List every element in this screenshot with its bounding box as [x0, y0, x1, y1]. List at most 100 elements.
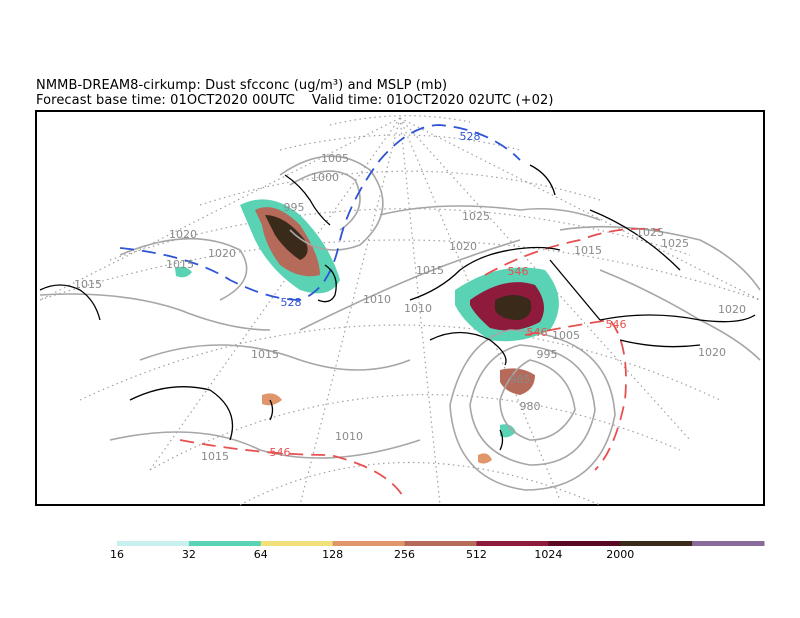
z500-label: 528 — [460, 130, 481, 143]
colorbar-tick-label: 512 — [465, 548, 487, 561]
coastline — [599, 314, 756, 323]
coastlines — [39, 164, 756, 451]
isobar-label: 1010 — [363, 293, 391, 306]
isobar-line — [39, 293, 271, 331]
dust-plume — [495, 295, 532, 320]
isobar-line — [379, 205, 601, 221]
z500-label: 546 — [508, 265, 529, 278]
z500-546-contour — [524, 319, 627, 471]
dust-plume — [265, 215, 308, 260]
isobar-line — [109, 431, 421, 459]
graticule-parallel — [39, 239, 761, 301]
isobar-label: 1005 — [321, 152, 349, 165]
isobar-line — [469, 344, 596, 466]
z500-528-contour — [119, 124, 521, 301]
isobar-label: 980 — [520, 400, 541, 413]
isobar-label: 1020 — [208, 247, 236, 260]
isobar-label: 1020 — [169, 228, 197, 241]
isobar-label: 1015 — [574, 244, 602, 257]
height-contours — [119, 124, 661, 501]
isobar-label: 1020 — [718, 303, 746, 316]
dust-plume — [262, 393, 282, 406]
isobar-line — [289, 170, 361, 231]
colorbar-segment — [620, 541, 693, 546]
isobar-label: 1025 — [661, 237, 689, 250]
z500-546-contour — [484, 227, 661, 276]
graticule-meridian — [399, 117, 691, 441]
map-title-line2: Forecast base time: 01OCT2020 00UTC Vali… — [36, 93, 554, 108]
coastline — [529, 164, 556, 196]
isobar-label: 1015 — [201, 450, 229, 463]
colorbar-segment — [188, 541, 262, 546]
isobar-label: 995 — [284, 201, 305, 214]
dust-plume — [478, 453, 492, 464]
graticule-meridian — [399, 117, 561, 501]
isobar-line — [299, 239, 521, 331]
height-labels: 528 528 546 546 546 546 — [270, 130, 627, 459]
map-frame — [35, 110, 765, 506]
isobar-label: 985 — [510, 373, 531, 386]
colorbar-tick-label: 64 — [253, 548, 268, 561]
graticule-parallel — [279, 134, 521, 151]
isobar-label: 1000 — [311, 171, 339, 184]
coastline — [317, 264, 337, 303]
coastline — [429, 331, 507, 366]
isobar-line — [279, 155, 384, 251]
isobar-label: 1025 — [636, 226, 664, 239]
coastline — [499, 429, 504, 451]
z500-label: 546 — [527, 326, 548, 339]
isobar-label: 1010 — [404, 302, 432, 315]
colorbar-tick-label: 32 — [181, 548, 196, 561]
colorbar — [117, 541, 765, 546]
dust-plume — [500, 424, 516, 438]
colorbar-segment — [476, 541, 549, 546]
graticule-meridian — [149, 117, 401, 471]
isobars — [39, 155, 761, 491]
isobar-label: 1020 — [449, 240, 477, 253]
colorbar-segment — [260, 541, 334, 546]
graticule-meridian — [39, 117, 401, 301]
isobar-label: 1015 — [166, 258, 194, 271]
colorbar-tick-label: 1024 — [534, 548, 563, 561]
z500-label: 546 — [606, 318, 627, 331]
graticule-meridian — [399, 117, 761, 301]
dust-plume — [175, 266, 192, 278]
isobar-label: 1005 — [552, 329, 580, 342]
coastline — [619, 339, 701, 348]
coastline — [409, 246, 561, 301]
colorbar-segment — [332, 541, 406, 546]
isobar-label: 1015 — [74, 278, 102, 291]
isobar-line — [499, 359, 576, 441]
graticule-parallel — [329, 115, 471, 126]
colorbar-tick-label: 128 — [322, 548, 344, 561]
isobar-line — [139, 344, 411, 371]
z500-label: 528 — [281, 296, 302, 309]
isobar-label: 1020 — [698, 346, 726, 359]
graticule-parallel — [109, 208, 691, 261]
dust-concentration-field — [175, 199, 559, 464]
graticule — [39, 115, 761, 506]
graticule-parallel — [199, 170, 601, 206]
colorbar-tick-label: 256 — [394, 548, 416, 561]
coastline — [284, 174, 331, 226]
colorbar-segment — [692, 541, 765, 546]
colorbar-segment — [404, 541, 477, 546]
z500-546-contour — [179, 439, 406, 501]
colorbar-tick-label: 2000 — [606, 548, 635, 561]
dust-plume — [500, 368, 535, 395]
colorbar-tick-label: 16 — [110, 548, 124, 561]
isobar-labels: 1005 1000 995 1020 1020 1015 1015 1025 1… — [74, 152, 746, 463]
isobar-label: 1015 — [416, 264, 444, 277]
coastline — [549, 259, 601, 321]
isobar-line — [119, 237, 248, 301]
graticule-parallel — [149, 394, 681, 471]
isobar-label: 1010 — [335, 430, 363, 443]
coastline — [589, 209, 681, 271]
z500-label: 546 — [270, 446, 291, 459]
coastline — [269, 399, 274, 421]
colorbar-segment — [117, 541, 190, 546]
isobar-label: 1015 — [251, 348, 279, 361]
graticule-parallel — [79, 324, 721, 401]
isobar-line — [559, 225, 761, 291]
